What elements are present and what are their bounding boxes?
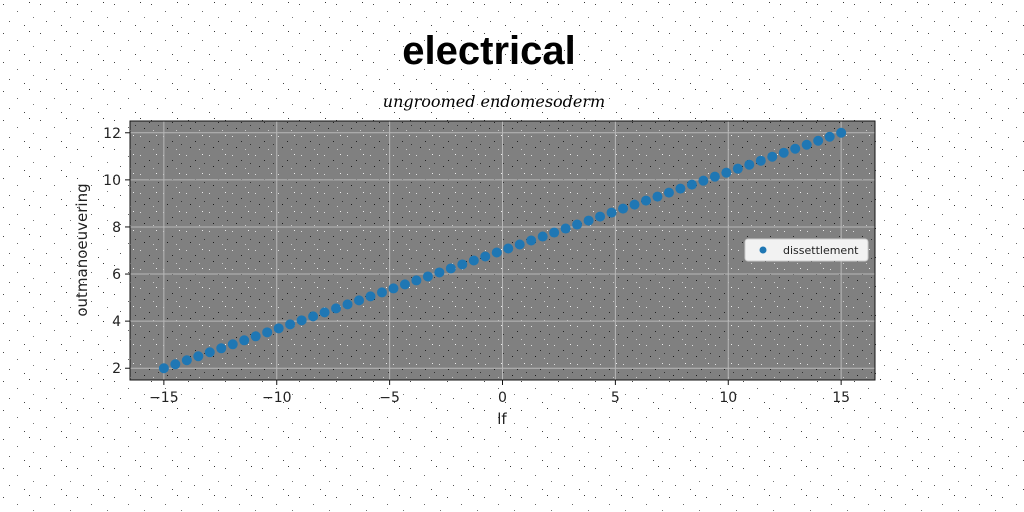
data-point (560, 223, 571, 234)
data-point (640, 195, 651, 206)
y-tick-label: 12 (103, 126, 121, 142)
data-point (342, 299, 353, 310)
x-tick-label: −5 (379, 390, 400, 406)
data-point (457, 259, 468, 270)
x-tick-label: 5 (611, 390, 620, 406)
legend-marker (759, 246, 767, 254)
data-point (549, 227, 560, 238)
data-points (158, 127, 847, 374)
x-tick-label: −15 (149, 390, 179, 406)
data-point (778, 147, 789, 158)
data-point (181, 355, 192, 366)
data-point (434, 267, 445, 278)
data-point (732, 163, 743, 174)
y-tick-label: 6 (112, 267, 121, 283)
data-point (583, 215, 594, 226)
y-axis-label: outmanoeuvering (73, 183, 91, 316)
data-point (170, 359, 181, 370)
data-point (721, 167, 732, 178)
data-point (216, 343, 227, 354)
data-point (388, 283, 399, 294)
data-point (422, 271, 433, 282)
data-point (491, 247, 502, 258)
data-point (744, 159, 755, 170)
x-axis-label: lf (497, 410, 507, 428)
data-point (698, 175, 709, 186)
y-tick-label: 8 (112, 220, 121, 236)
data-point (193, 351, 204, 362)
legend-label: dissettlement (783, 244, 859, 257)
chart-title: electrical (402, 29, 575, 73)
data-point (354, 295, 365, 306)
data-point (285, 319, 296, 330)
data-point (445, 263, 456, 274)
data-point (250, 331, 261, 342)
x-tick-label: 10 (719, 390, 737, 406)
data-point (514, 239, 525, 250)
data-point (618, 203, 629, 214)
data-point (629, 199, 640, 210)
data-point (663, 187, 674, 198)
data-point (365, 291, 376, 302)
y-tick-label: 4 (112, 314, 121, 330)
x-tick-label: −10 (262, 390, 292, 406)
data-point (709, 171, 720, 182)
data-point (595, 211, 606, 222)
x-tick-label: 0 (498, 390, 507, 406)
legend-box (744, 238, 869, 262)
data-point (296, 315, 307, 326)
data-point (836, 127, 847, 138)
data-point (572, 219, 583, 230)
data-point (319, 307, 330, 318)
legend: dissettlement (744, 238, 869, 262)
y-axis-ticks: 2 4 6 8 10 12 (103, 126, 130, 377)
data-point (606, 207, 617, 218)
data-point (239, 335, 250, 346)
data-point (813, 135, 824, 146)
data-point (790, 143, 801, 154)
data-point (227, 339, 238, 350)
data-point (652, 191, 663, 202)
data-point (480, 251, 491, 262)
data-point (526, 235, 537, 246)
y-tick-label: 10 (103, 173, 121, 189)
x-axis-ticks: −15 −10 −5 0 5 10 15 (149, 380, 850, 406)
data-point (767, 151, 778, 162)
chart-subtitle: ungroomed endomesoderm (383, 92, 605, 111)
data-point (308, 311, 319, 322)
data-point (331, 303, 342, 314)
data-point (537, 231, 548, 242)
data-point (262, 327, 273, 338)
data-point (686, 179, 697, 190)
data-point (158, 363, 169, 374)
data-point (675, 183, 686, 194)
grid-lines (130, 121, 875, 380)
data-point (399, 279, 410, 290)
data-point (204, 347, 215, 358)
data-point (411, 275, 422, 286)
data-point (468, 255, 479, 266)
data-point (755, 155, 766, 166)
y-tick-label: 2 (112, 361, 121, 377)
data-point (824, 131, 835, 142)
data-point (376, 287, 387, 298)
data-point (801, 139, 812, 150)
x-tick-label: 15 (832, 390, 850, 406)
data-point (503, 243, 514, 254)
data-point (273, 323, 284, 334)
